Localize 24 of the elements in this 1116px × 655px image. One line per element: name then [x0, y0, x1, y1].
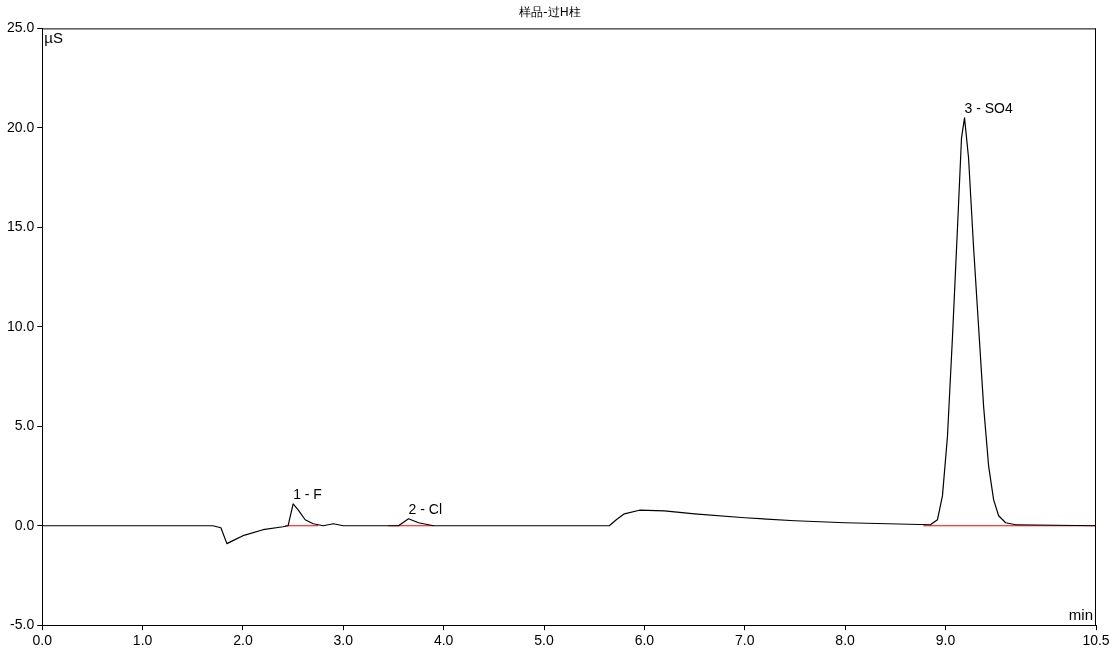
y-tick-label: 10.0 [7, 317, 35, 334]
x-tick-label: 5.0 [534, 632, 554, 649]
x-tick-label: 1.0 [132, 632, 153, 649]
x-tick-label: 3.0 [333, 632, 354, 649]
y-tick-label: 20.0 [7, 118, 35, 135]
y-tick-label: 15.0 [7, 218, 35, 235]
x-tick-label: 4.0 [433, 632, 454, 649]
y-tick-label: 0.0 [14, 516, 35, 533]
y-tick-label: -5.0 [10, 616, 35, 633]
x-tick-label: 2.0 [233, 632, 253, 649]
x-tick-label: 0.0 [32, 632, 53, 649]
x-tick-label: 6.0 [634, 632, 655, 649]
annotation: 3 - SO4 [964, 99, 1013, 116]
y-tick-label: 5.0 [14, 417, 35, 434]
y-axis-title: µS [44, 29, 63, 47]
x-tick-label: 8.0 [835, 632, 856, 649]
x-tick-label: 9.0 [935, 632, 956, 649]
x-tick-label: 7.0 [735, 632, 755, 649]
y-tick-label: 25.0 [7, 19, 35, 36]
chart-title: 样品-过H柱 [519, 5, 581, 20]
x-axis-title: min [1068, 605, 1093, 623]
x-tick-label: 10.5 [1082, 632, 1110, 649]
annotation: 2 - Cl [408, 500, 443, 517]
annotation: 1 - F [293, 485, 322, 502]
